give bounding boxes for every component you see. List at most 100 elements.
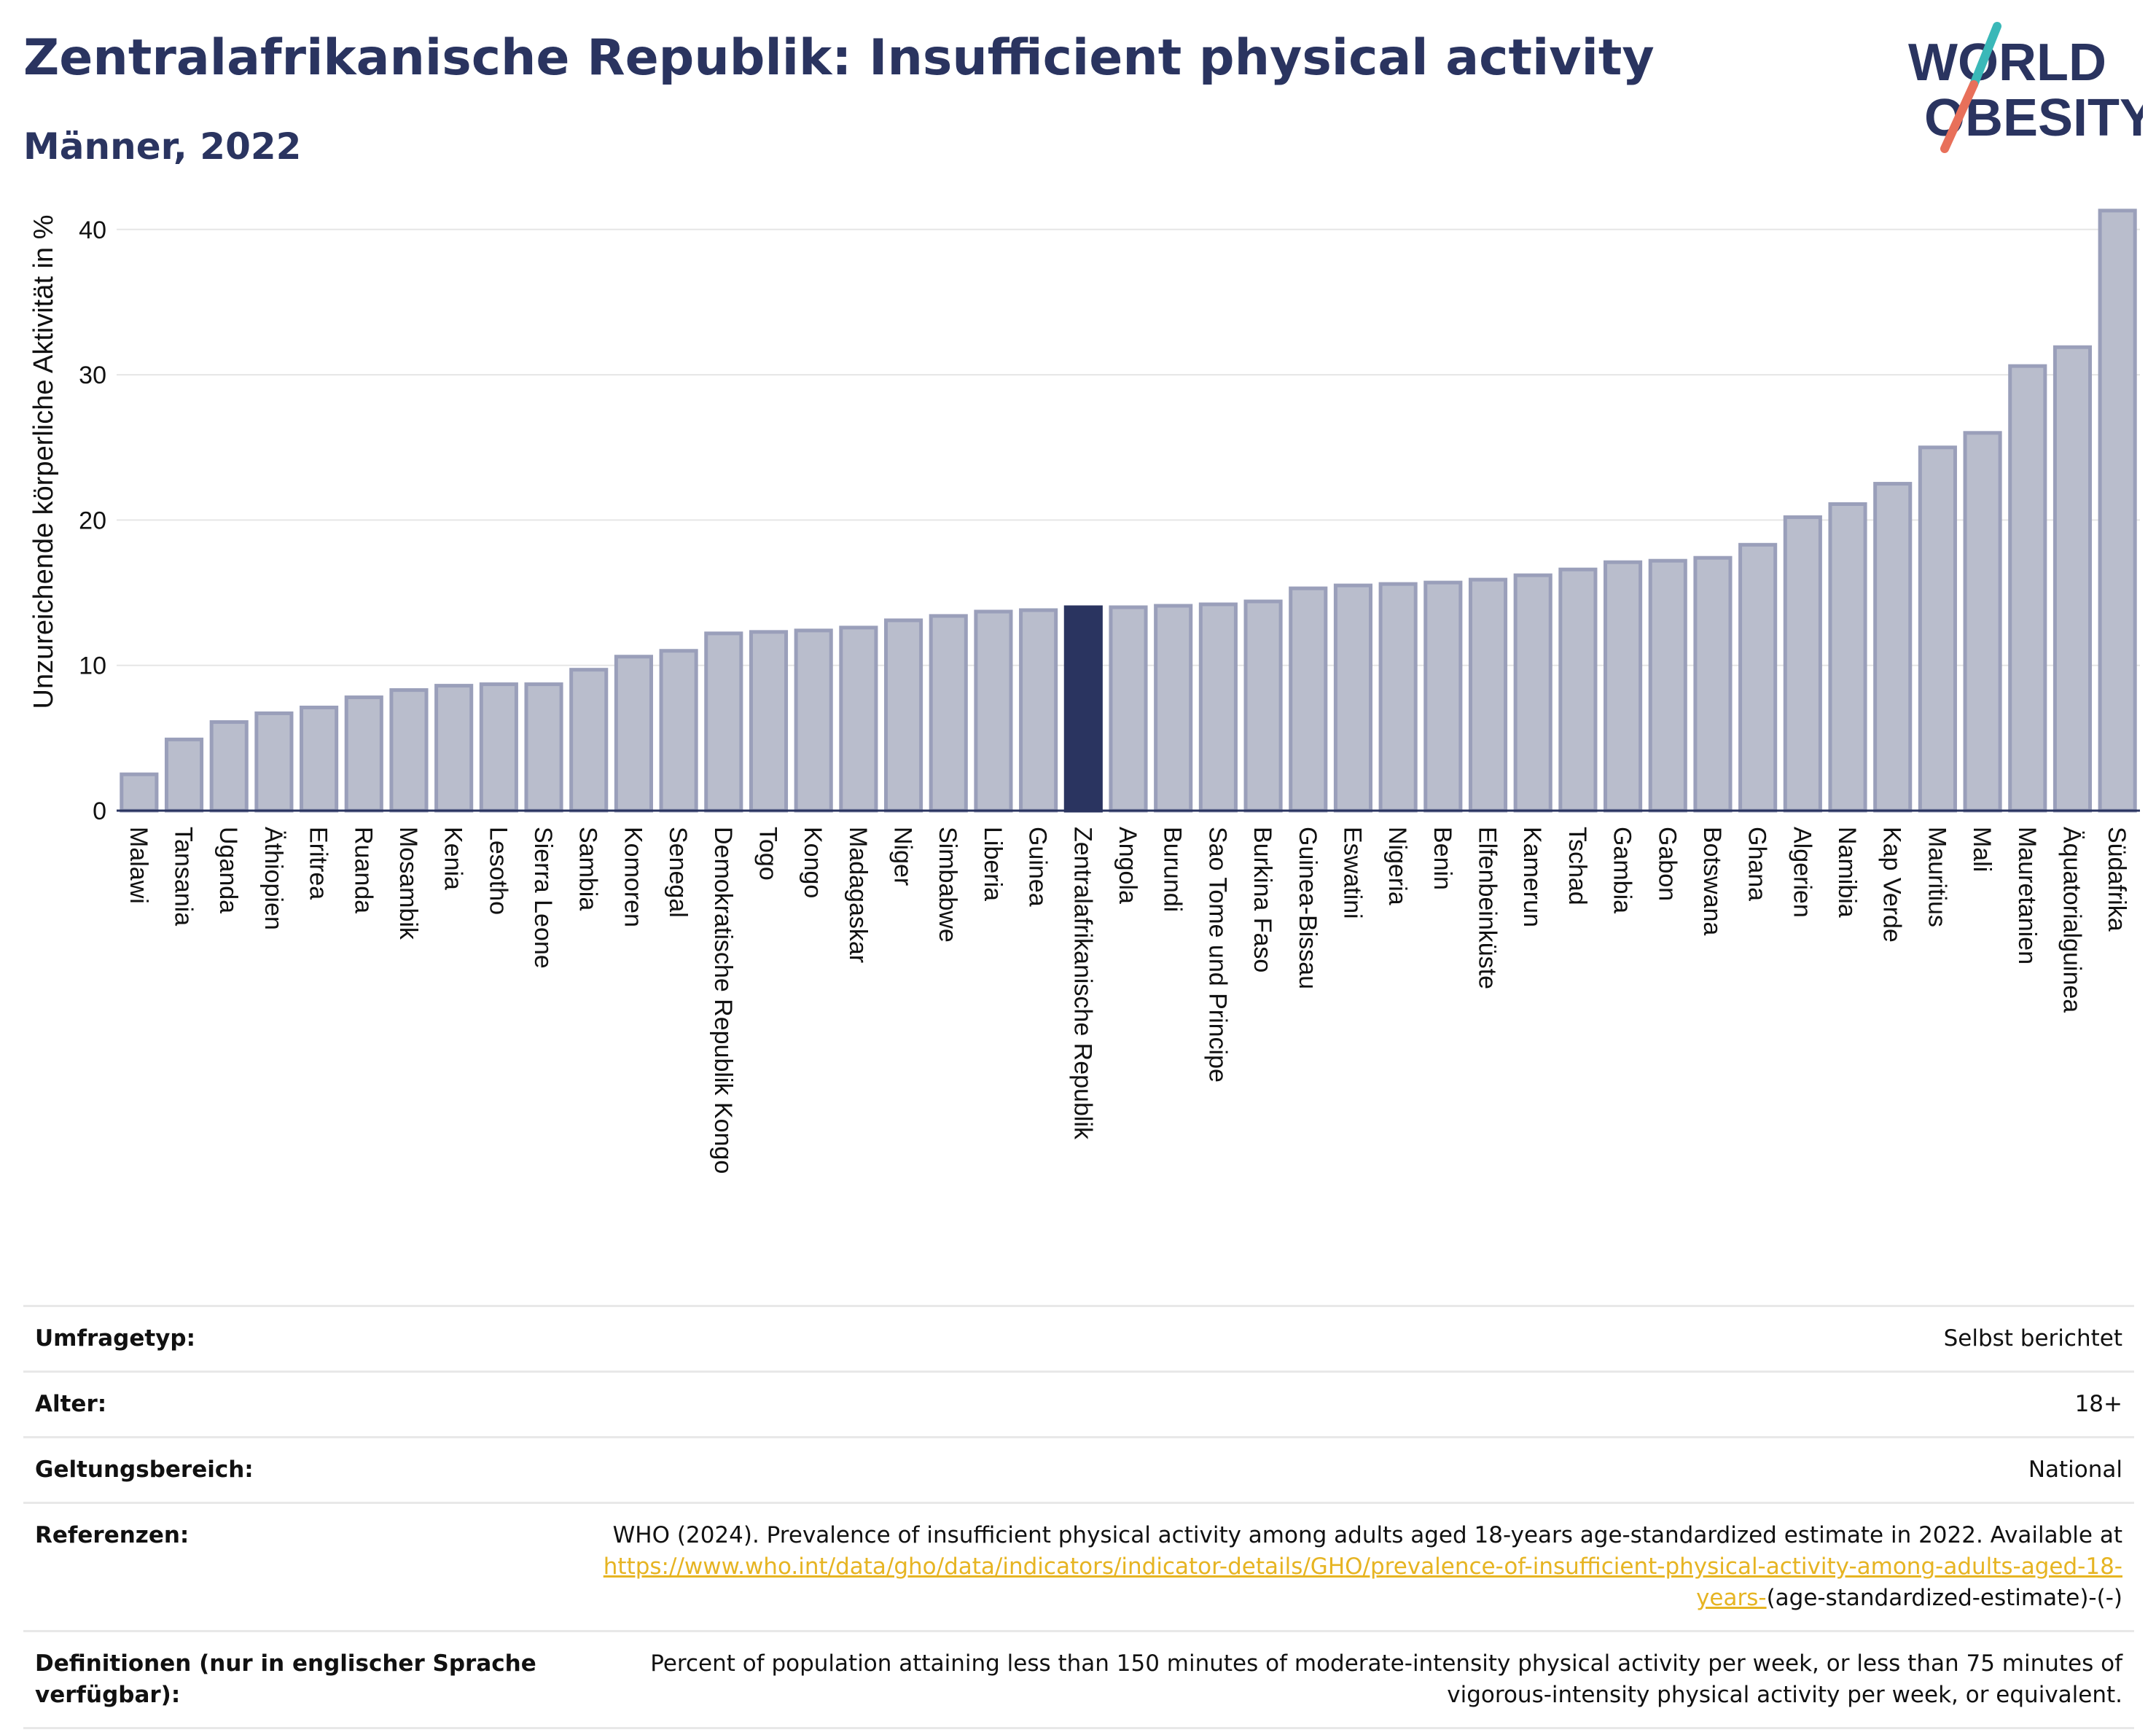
x-axis-ticks: Malawi Tansania Uganda Äthiopien Eritrea Ruan… — [125, 827, 2130, 1174]
x-tick-label: Kap Verde — [1878, 827, 1906, 943]
x-tick-label: Liberia — [979, 827, 1007, 901]
x-tick-label: Algerien — [1788, 827, 1816, 918]
x-tick-label: Südafrika — [2103, 827, 2130, 932]
bar — [1918, 445, 1957, 813]
meta-row-survey-type: Umfragetyp: Selbst berichtet — [23, 1305, 2134, 1371]
bar-chart: 0 10 20 30 40 Malawi Tansania Uganda Äthiopien E… — [28, 208, 2140, 1174]
bar — [1828, 502, 1867, 813]
bar — [883, 618, 923, 813]
bar — [839, 625, 878, 813]
page-subtitle: Männer, 2022 — [23, 125, 302, 168]
bar — [434, 684, 474, 813]
meta-value: Selbst berichtet — [1943, 1325, 2122, 1352]
bar — [1468, 577, 1508, 813]
x-tick-label: Mauritius — [1923, 827, 1950, 927]
logo-slash-coral-icon — [1940, 80, 1978, 153]
x-tick-label: Gambia — [1609, 827, 1636, 913]
x-tick-label: Demokratische Republik Kongo — [709, 827, 737, 1174]
meta-row-age: Alter: 18+ — [23, 1371, 2134, 1436]
bar — [614, 655, 653, 813]
bar — [1604, 560, 1643, 813]
bar — [479, 682, 518, 813]
x-tick-label: Simbabwe — [934, 827, 961, 943]
bar — [1289, 586, 1328, 813]
x-tick-label: Zentralafrikanische Republik — [1069, 827, 1096, 1140]
x-tick-label: Eswatini — [1338, 827, 1366, 919]
y-tick-label: 30 — [79, 362, 106, 389]
meta-value: Percent of population attaining less tha… — [650, 1650, 2122, 1708]
bars — [120, 208, 2137, 813]
bar — [794, 628, 833, 813]
x-tick-label: Senegal — [664, 827, 692, 918]
x-tick-label: Lesotho — [484, 827, 512, 915]
meta-row-scope: Geltungsbereich: National — [23, 1436, 2134, 1502]
x-tick-label: Komoren — [619, 827, 647, 927]
x-tick-label: Sambia — [574, 827, 602, 911]
bar — [704, 631, 743, 813]
y-tick-label: 10 — [79, 652, 106, 680]
meta-value-references: WHO (2024). Prevalence of insufficient p… — [545, 1520, 2122, 1614]
meta-label: Referenzen: — [35, 1522, 190, 1548]
x-tick-label: Eritrea — [305, 827, 332, 900]
meta-row-references: Referenzen: WHO (2024). Prevalence of in… — [23, 1502, 2134, 1630]
x-tick-label: Malawi — [125, 827, 152, 904]
bar-highlighted — [1063, 605, 1103, 813]
bar — [974, 609, 1013, 813]
meta-label: Geltungsbereich: — [35, 1457, 254, 1483]
bar — [1738, 542, 1778, 813]
bar — [659, 649, 698, 813]
bar — [569, 668, 609, 813]
bar — [209, 720, 249, 813]
meta-label: Alter: — [35, 1391, 107, 1417]
reference-text-after: (age-standardized-estimate)-(-) — [1766, 1585, 2122, 1611]
reference-link[interactable]: https://www.who.int/data/gho/data/indica… — [603, 1553, 2122, 1611]
metadata-table: Umfragetyp: Selbst berichtet Alter: 18+ … — [23, 1305, 2134, 1729]
x-tick-label: Angola — [1114, 827, 1141, 904]
x-tick-label: Äquatorialguinea — [2058, 827, 2085, 1013]
world-obesity-logo: WORLD OBESITY — [1908, 22, 2143, 153]
bar — [749, 630, 789, 813]
x-tick-label: Madagaskar — [844, 827, 872, 963]
bar — [389, 688, 429, 813]
bar — [1558, 567, 1598, 813]
x-tick-label: Sierra Leone — [529, 827, 557, 969]
x-tick-label: Gabon — [1653, 827, 1681, 901]
bar — [300, 705, 339, 813]
x-tick-label: Tansania — [170, 827, 198, 926]
meta-row-definitions: Definitionen (nur in englischer Sprache … — [23, 1630, 2134, 1729]
bar — [1333, 583, 1373, 813]
logo-slash-teal-icon — [1969, 22, 2001, 89]
bar — [2098, 208, 2137, 813]
bar — [1963, 431, 2002, 813]
y-tick-label: 20 — [79, 507, 106, 534]
bar — [2008, 364, 2047, 813]
bar — [1109, 605, 1148, 813]
x-tick-label: Burundi — [1159, 827, 1187, 912]
x-tick-label: Elfenbeinküste — [1474, 827, 1501, 989]
x-tick-label: Kongo — [799, 827, 827, 898]
meta-value: National — [2028, 1457, 2122, 1483]
x-tick-label: Botswana — [1698, 827, 1726, 935]
y-axis-label: Unzureichende körperliche Aktivität in % — [28, 214, 59, 709]
bar — [1783, 515, 1822, 813]
x-tick-label: Namibia — [1833, 827, 1861, 918]
bar — [164, 737, 204, 813]
x-tick-label: Tschad — [1563, 827, 1591, 905]
x-tick-label: Niger — [889, 827, 917, 886]
meta-value: 18+ — [2074, 1391, 2122, 1417]
bar — [929, 614, 968, 813]
page-title: Zentralafrikanische Republik: Insufficie… — [23, 29, 1655, 87]
x-tick-label: Äthiopien — [259, 827, 287, 930]
bar — [120, 772, 159, 813]
bar — [1513, 573, 1552, 813]
bar — [1378, 582, 1418, 813]
bar — [1019, 608, 1058, 813]
y-axis-ticks: 0 10 20 30 40 — [79, 217, 106, 825]
x-tick-label: Benin — [1429, 827, 1456, 890]
x-tick-label: Ruanda — [349, 827, 377, 913]
bar — [1198, 602, 1238, 813]
bar — [254, 711, 294, 813]
bar — [1423, 580, 1463, 813]
bar — [2053, 345, 2093, 813]
x-tick-label: Mali — [1968, 827, 1996, 872]
